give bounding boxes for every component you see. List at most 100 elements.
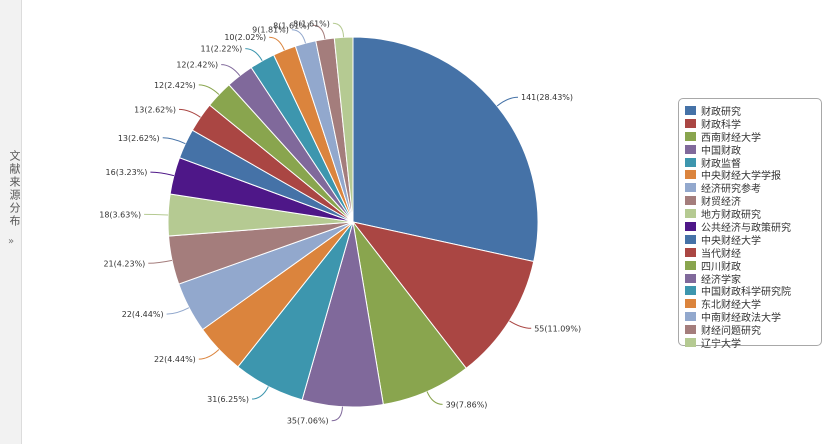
- data-label-13: 12(2.42%): [154, 81, 196, 90]
- label-connector-19: [332, 22, 345, 38]
- legend-item[interactable]: 经济学家: [685, 272, 821, 286]
- label-connector-9: [144, 213, 169, 216]
- data-label-4: 35(7.06%): [287, 417, 329, 426]
- legend-label: 地方财政研究: [701, 210, 761, 222]
- legend-item[interactable]: 中央财经大学: [685, 233, 821, 247]
- legend-swatch: [685, 196, 696, 206]
- legend-swatch: [685, 299, 696, 309]
- legend-item[interactable]: 经济研究参考: [685, 181, 821, 196]
- data-label-18: 8(1.61%): [273, 21, 310, 30]
- legend-label: 当代财经: [701, 248, 741, 260]
- label-connector-13: [198, 84, 220, 95]
- legend-swatch: [685, 170, 696, 180]
- legend-item[interactable]: 财贸经济: [685, 194, 821, 209]
- data-label-16: 10(2.02%): [224, 33, 266, 42]
- legend-item[interactable]: 公共经济与政策研究: [685, 220, 821, 234]
- legend-swatch: [685, 131, 696, 141]
- data-label-1: 141(28.43%): [521, 93, 573, 102]
- legend-item[interactable]: 中南财经政法大学: [685, 310, 821, 325]
- label-connector-1: [496, 96, 519, 107]
- sidebar-tab-label: 文献来源分布: [8, 150, 21, 228]
- label-connector-16: [269, 36, 285, 51]
- sidebar-toggle-tab[interactable]: 文献来源分布 »: [0, 0, 22, 444]
- label-connector-10: [150, 171, 175, 177]
- legend-swatch: [685, 286, 696, 296]
- legend-swatch: [685, 260, 696, 270]
- legend-item[interactable]: 东北财经大学: [685, 297, 821, 312]
- label-connector-18: [312, 24, 326, 40]
- legend-label: 中南财经政法大学: [701, 313, 781, 325]
- legend-item[interactable]: 辽宁大学: [685, 336, 821, 350]
- legend-item[interactable]: 四川财政: [685, 259, 821, 273]
- data-label-11: 13(2.62%): [118, 134, 160, 143]
- legend-label: 经济学家: [701, 274, 741, 286]
- pie-slice-3[interactable]: [352, 221, 467, 406]
- legend-item[interactable]: 财政研究: [685, 104, 821, 118]
- label-connector-11: [162, 137, 186, 145]
- legend-swatch: [685, 247, 696, 257]
- legend-label: 中国财政: [701, 145, 741, 157]
- label-connector-14: [221, 64, 241, 77]
- legend-swatch: [685, 337, 696, 347]
- legend-item[interactable]: 中央财经大学学报: [685, 168, 821, 183]
- legend-item[interactable]: 当代财经: [685, 246, 821, 260]
- legend-item[interactable]: 中国财政: [685, 143, 821, 157]
- label-connector-8: [148, 259, 173, 264]
- legend-label: 中央财经大学: [701, 235, 761, 247]
- legend-swatch: [685, 312, 696, 322]
- legend-label: 经济研究参考: [701, 184, 761, 196]
- label-connector-6: [198, 349, 220, 360]
- legend-item[interactable]: 地方财政研究: [685, 207, 821, 222]
- data-label-9: 18(3.63%): [99, 210, 141, 219]
- legend-label: 财经问题研究: [701, 326, 761, 338]
- data-label-5: 31(6.25%): [207, 395, 249, 404]
- legend-label: 东北财经大学: [701, 300, 761, 312]
- data-label-19: 8(1.61%): [293, 19, 330, 28]
- data-label-12: 13(2.62%): [134, 105, 176, 114]
- legend-swatch: [685, 325, 696, 335]
- legend-swatch: [685, 105, 696, 115]
- legend-item[interactable]: 财经问题研究: [685, 323, 821, 338]
- legend-label: 财政监督: [701, 158, 741, 170]
- legend-swatch: [685, 234, 696, 244]
- legend-item[interactable]: 财政监督: [685, 156, 821, 170]
- data-label-14: 12(2.42%): [176, 61, 218, 70]
- label-connector-7: [166, 307, 190, 315]
- chart-legend: 财政研究 财政科学 西南财经大学 中国财政 财政监督 中央财经大学学报 经济研究参考 财贸经济…: [678, 98, 822, 350]
- data-label-8: 21(4.23%): [103, 259, 145, 268]
- legend-item[interactable]: 中国财政科学研究院: [685, 284, 821, 299]
- legend-label: 财政科学: [701, 119, 741, 131]
- label-connector-3: [426, 391, 443, 405]
- expand-chevron-icon[interactable]: »: [7, 236, 15, 247]
- legend-label: 财贸经济: [701, 197, 741, 209]
- label-connector-5: [251, 386, 269, 400]
- legend-label: 辽宁大学: [701, 338, 741, 350]
- legend-label: 四川财政: [701, 261, 741, 273]
- data-label-15: 11(2.22%): [200, 45, 242, 54]
- label-connector-15: [245, 48, 263, 62]
- pie-slice-2[interactable]: [351, 221, 535, 369]
- label-connector-4: [331, 406, 343, 422]
- legend-label: 财政研究: [701, 106, 741, 118]
- data-label-3: 39(7.86%): [446, 400, 488, 409]
- legend-label: 西南财经大学: [701, 132, 761, 144]
- legend-label: 中国财政科学研究院: [701, 287, 791, 299]
- legend-label: 中央财经大学学报: [701, 171, 781, 183]
- legend-item[interactable]: 财政科学: [685, 117, 821, 131]
- legend-label: 公共经济与政策研究: [701, 222, 791, 234]
- data-label-17: 9(1.81%): [252, 26, 289, 35]
- legend-item[interactable]: 西南财经大学: [685, 130, 821, 144]
- data-label-10: 16(3.23%): [106, 168, 148, 177]
- data-label-7: 22(4.44%): [122, 310, 164, 319]
- pie-slice-19[interactable]: [333, 36, 354, 223]
- legend-swatch: [685, 221, 696, 231]
- label-connector-12: [178, 108, 201, 118]
- data-label-6: 22(4.44%): [154, 355, 196, 364]
- data-label-2: 55(11.09%): [534, 324, 581, 333]
- legend-swatch: [685, 118, 696, 128]
- legend-swatch: [685, 157, 696, 167]
- legend-swatch: [685, 144, 696, 154]
- legend-swatch: [685, 183, 696, 193]
- legend-swatch: [685, 209, 696, 219]
